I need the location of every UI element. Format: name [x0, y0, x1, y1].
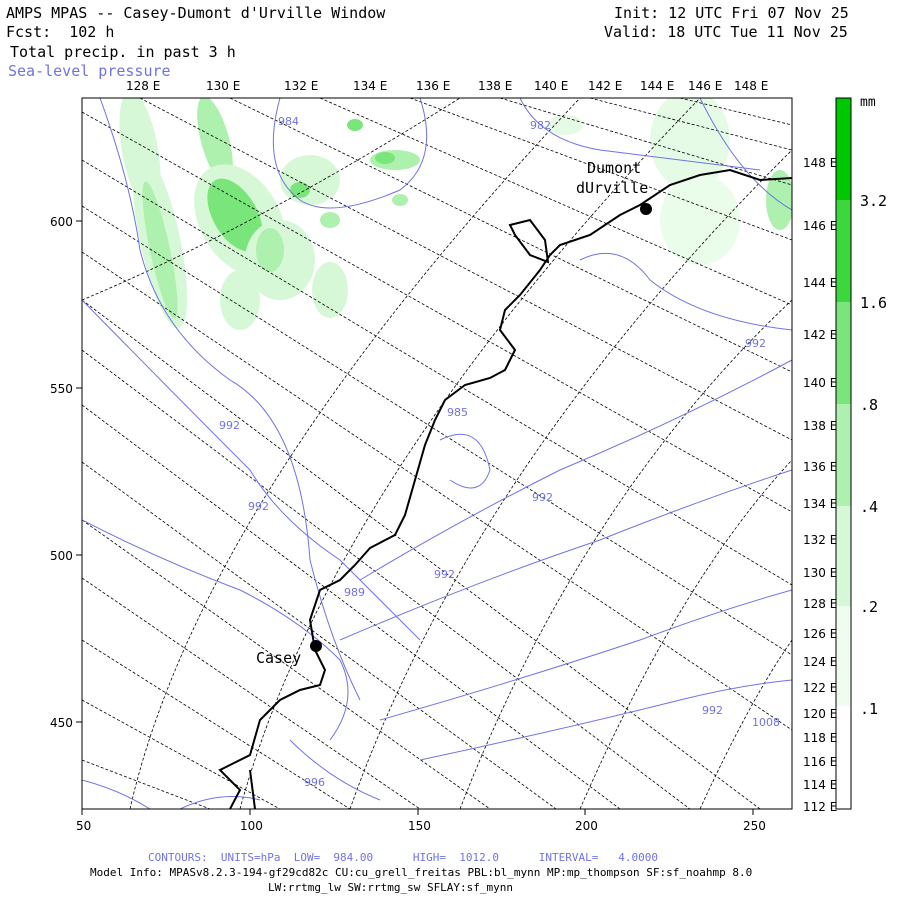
svg-text:250: 250	[743, 819, 766, 833]
init-time: Init: 12 UTC Fri 07 Nov 25	[614, 4, 849, 22]
svg-text:142 E: 142 E	[803, 328, 837, 342]
colorbar-label: .8	[860, 396, 878, 414]
isobars	[82, 98, 792, 809]
svg-text:124 E: 124 E	[803, 655, 837, 669]
svg-text:128 E: 128 E	[126, 79, 160, 93]
colorbar-swatch	[836, 404, 851, 506]
colorbar-swatch	[836, 706, 851, 809]
station-label-casey: Casey	[256, 649, 301, 667]
colorbar-swatch	[836, 606, 851, 706]
station-label-dumont: Dumont	[587, 159, 641, 177]
isobar-label: 984	[278, 115, 299, 128]
svg-text:130 E: 130 E	[803, 566, 837, 580]
svg-text:142 E: 142 E	[588, 79, 622, 93]
svg-text:132 E: 132 E	[284, 79, 318, 93]
svg-text:144 E: 144 E	[640, 79, 674, 93]
model-info: Model Info: MPASv8.2.3-194-gf29cd82c CU:…	[90, 866, 753, 879]
precip-shading	[119, 98, 792, 330]
model-info-line2: LW:rrtmg_lw SW:rrtmg_sw SFLAY:sf_mynn	[268, 881, 514, 894]
station-label-dumont-line2: dUrville	[576, 179, 648, 197]
contour-info: CONTOURS: UNITS=hPa LOW= 984.00 HIGH= 10…	[148, 851, 658, 864]
isobar-label: 992	[248, 500, 269, 513]
isobar-label: 989	[344, 586, 365, 599]
isobar-label: 992	[219, 419, 240, 432]
svg-text:126 E: 126 E	[803, 627, 837, 641]
left-axis-labels: 600 550 500 450	[50, 215, 82, 730]
isobar-label: 996	[304, 776, 325, 789]
svg-text:146 E: 146 E	[803, 219, 837, 233]
field-name: Total precip. in past 3 h	[10, 43, 236, 61]
top-axis-labels: 128 E 130 E 132 E 134 E 136 E 138 E 140 …	[126, 79, 768, 93]
svg-text:50: 50	[76, 819, 91, 833]
svg-text:200: 200	[575, 819, 598, 833]
map-title: AMPS MPAS -- Casey-Dumont d'Urville Wind…	[6, 4, 386, 22]
svg-text:138 E: 138 E	[478, 79, 512, 93]
forecast-hour: Fcst: 102 h	[6, 23, 115, 41]
svg-text:140 E: 140 E	[803, 376, 837, 390]
station-marker-casey	[310, 640, 322, 652]
svg-text:144 E: 144 E	[803, 276, 837, 290]
colorbar-label: .1	[860, 700, 878, 718]
svg-text:148 E: 148 E	[803, 156, 837, 170]
svg-text:134 E: 134 E	[353, 79, 387, 93]
svg-text:122 E: 122 E	[803, 681, 837, 695]
svg-text:116 E: 116 E	[803, 755, 837, 769]
svg-text:150: 150	[408, 819, 431, 833]
svg-text:450: 450	[50, 716, 73, 730]
svg-text:128 E: 128 E	[803, 597, 837, 611]
colorbar-swatch	[836, 506, 851, 606]
isobar-label: 985	[447, 406, 468, 419]
coastline	[218, 168, 792, 809]
svg-text:100: 100	[240, 819, 263, 833]
svg-text:132 E: 132 E	[803, 533, 837, 547]
svg-text:140 E: 140 E	[534, 79, 568, 93]
colorbar-unit: mm	[860, 95, 876, 110]
svg-text:114 E: 114 E	[803, 778, 837, 792]
svg-text:550: 550	[50, 382, 73, 396]
station-marker-dumont	[640, 203, 652, 215]
colorbar-swatch	[836, 98, 851, 200]
svg-text:500: 500	[50, 549, 73, 563]
isobar-label: 992	[745, 337, 766, 350]
colorbar-label: .4	[860, 498, 878, 516]
valid-time: Valid: 18 UTC Tue 11 Nov 25	[604, 23, 848, 41]
isobar-label: 992	[532, 491, 553, 504]
map-frame	[81, 97, 793, 810]
colorbar-swatch	[836, 200, 851, 302]
svg-text:138 E: 138 E	[803, 419, 837, 433]
svg-text:120 E: 120 E	[803, 707, 837, 721]
colorbar: mm 3.2 1.6 .8 .4 .2 .1	[835, 95, 887, 810]
colorbar-swatch	[836, 302, 851, 404]
isobar-label: 1008	[752, 716, 780, 729]
svg-text:130 E: 130 E	[206, 79, 240, 93]
svg-text:600: 600	[50, 215, 73, 229]
colorbar-label: 3.2	[860, 192, 887, 210]
graticule	[82, 98, 792, 809]
svg-text:112 E: 112 E	[803, 800, 837, 814]
overlay-name: Sea-level pressure	[8, 62, 171, 80]
colorbar-label: 1.6	[860, 294, 887, 312]
isobar-label: 992	[434, 568, 455, 581]
isobar-label: 992	[702, 704, 723, 717]
right-axis-labels: 148 E 146 E 144 E 142 E 140 E 138 E 136 …	[803, 156, 837, 814]
svg-text:136 E: 136 E	[416, 79, 450, 93]
svg-text:118 E: 118 E	[803, 731, 837, 745]
colorbar-label: .2	[860, 598, 878, 616]
bottom-axis-labels: 50 100 150 200 250	[76, 809, 766, 833]
svg-text:136 E: 136 E	[803, 460, 837, 474]
svg-text:146 E: 146 E	[688, 79, 722, 93]
svg-text:134 E: 134 E	[803, 497, 837, 511]
isobar-label: 982	[530, 119, 551, 132]
svg-text:148 E: 148 E	[734, 79, 768, 93]
